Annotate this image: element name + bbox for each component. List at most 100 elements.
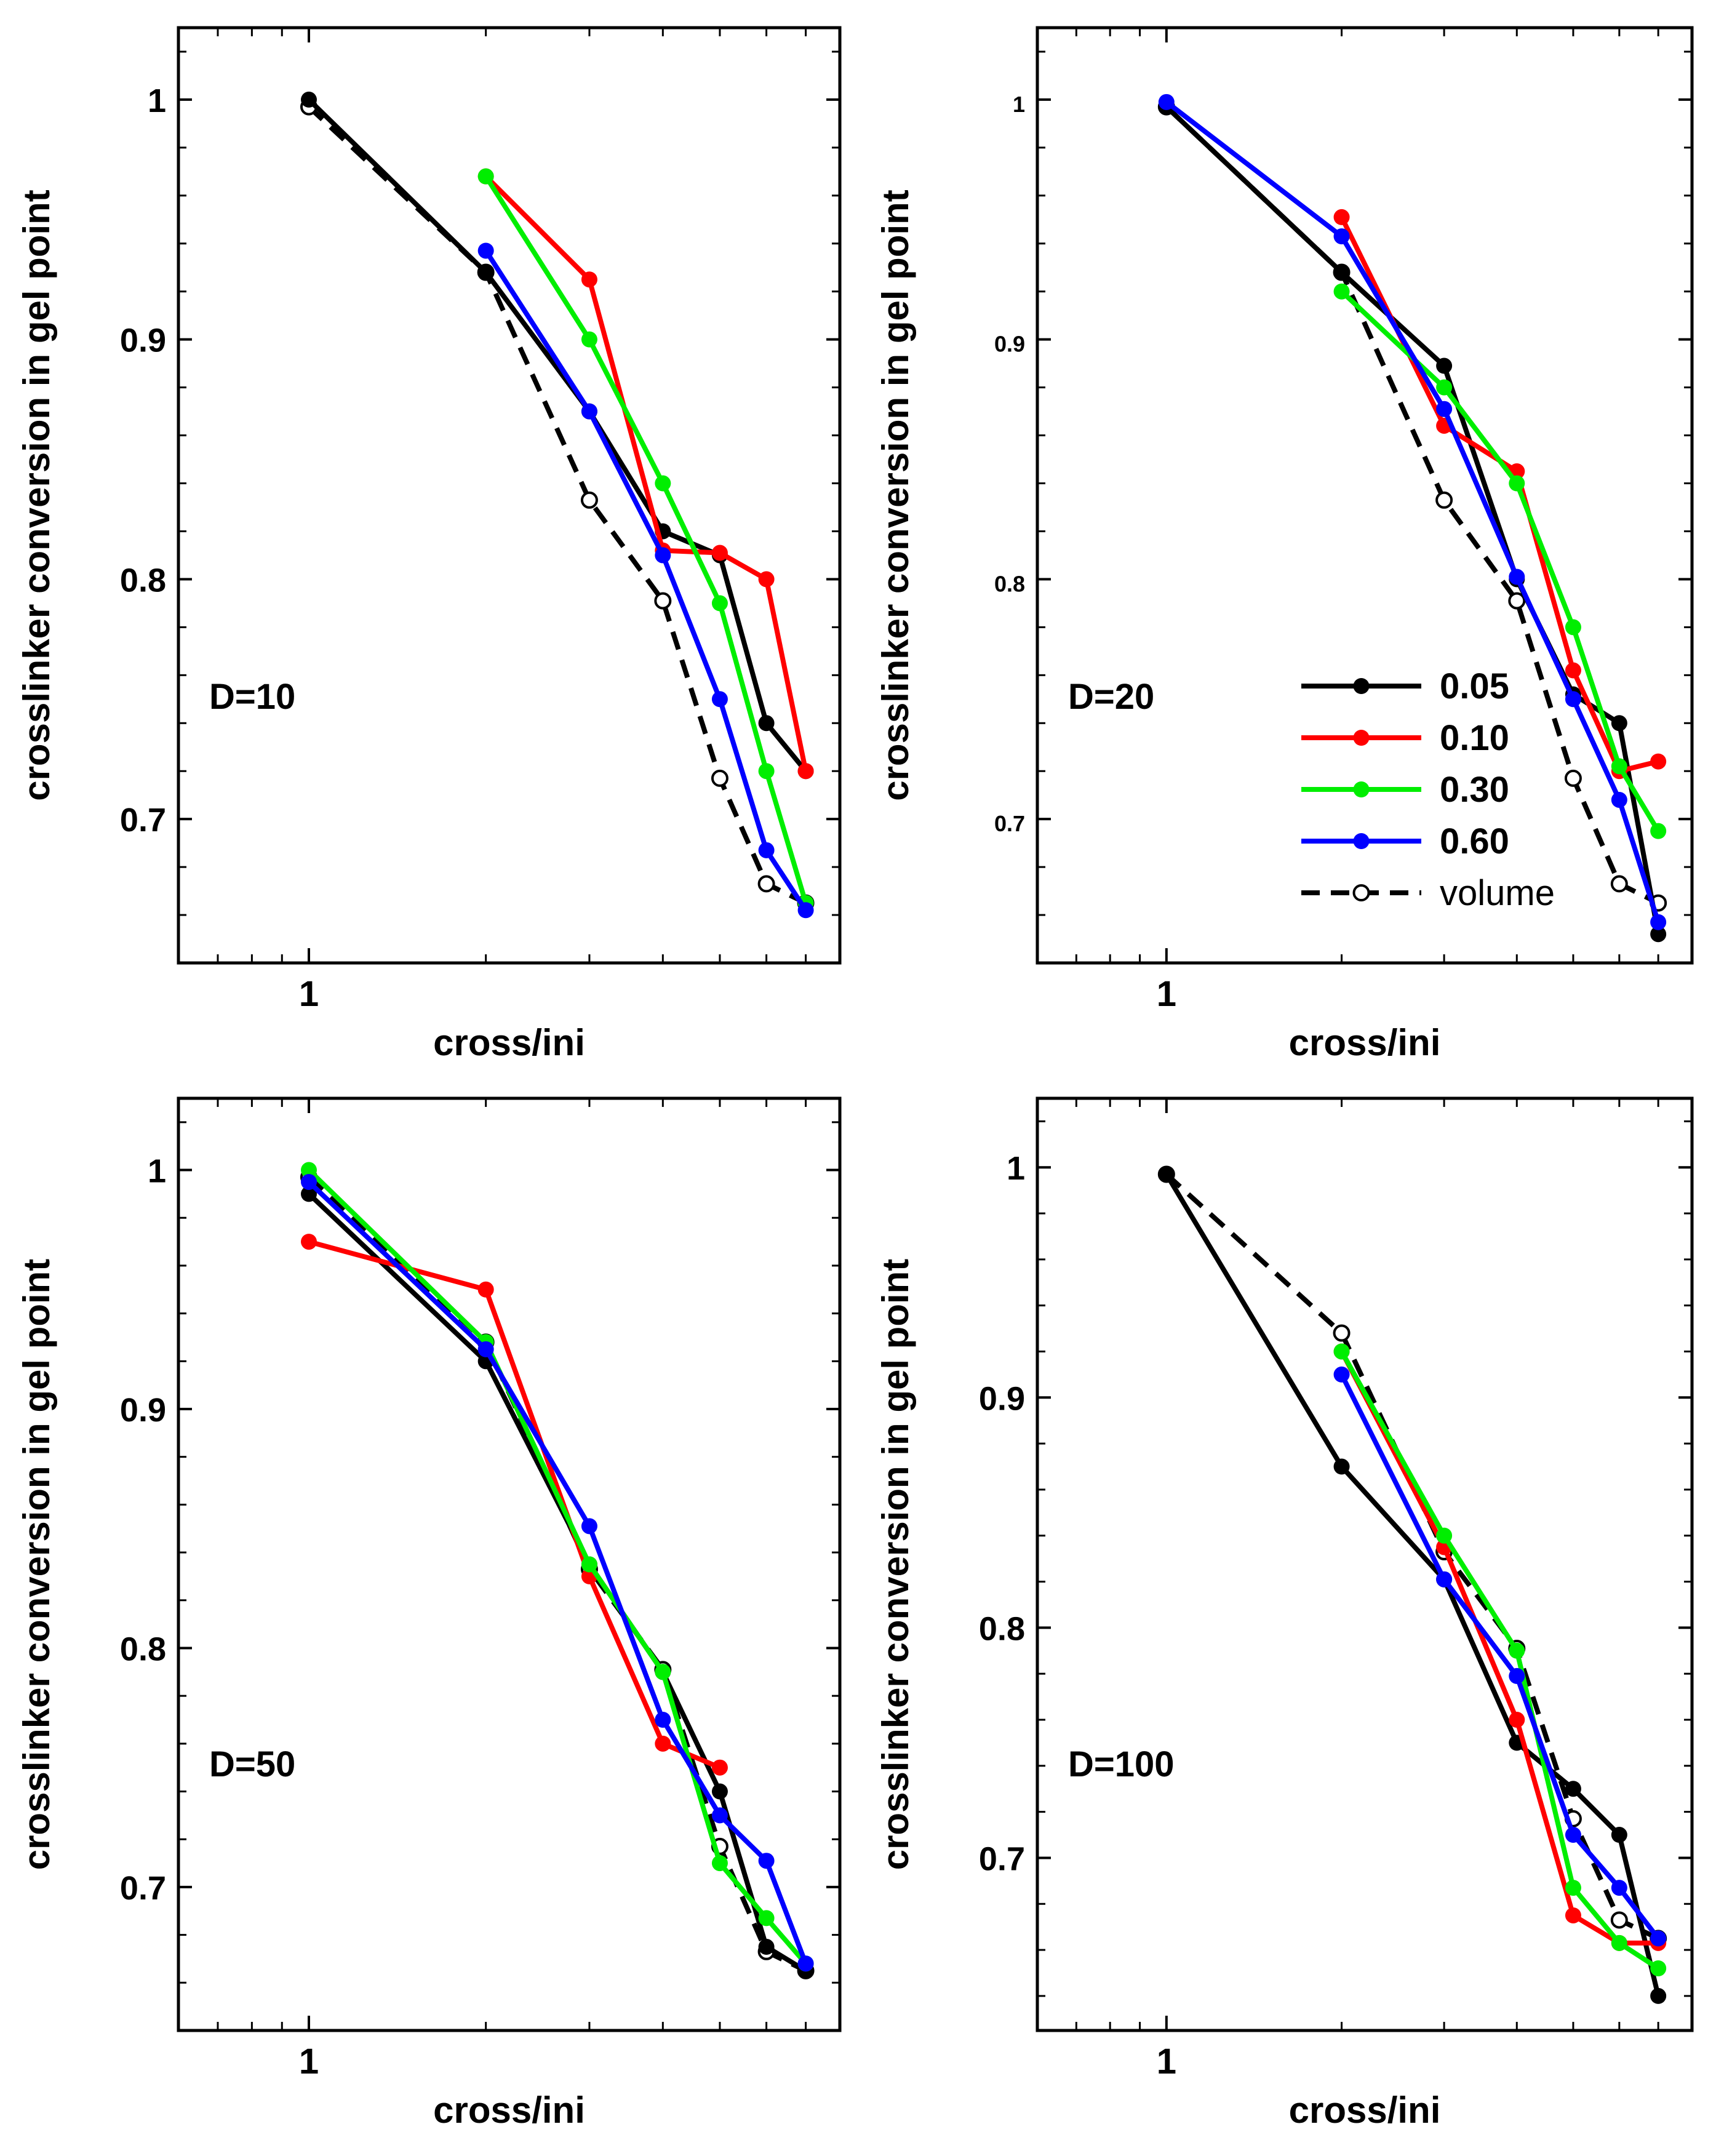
data-point [711, 1783, 728, 1800]
data-point [711, 545, 728, 561]
data-point [1565, 1827, 1581, 1843]
data-point [655, 1735, 671, 1752]
plot-frame [1036, 1096, 1694, 2032]
y-tick-label: 1 [1013, 92, 1025, 117]
series-line [307, 105, 807, 906]
y-tick-label: 0.7 [120, 1870, 166, 1907]
data-point [1333, 1458, 1350, 1475]
data-point [301, 1173, 317, 1190]
data-point [797, 902, 814, 919]
data-point [1565, 1907, 1581, 1923]
data-point [581, 1556, 597, 1573]
data-point [758, 1939, 775, 1955]
series-0.30 [477, 168, 814, 911]
x-axis-ticks [1036, 1098, 1693, 2030]
data-point [757, 875, 775, 893]
panel-3: 0.7 0.8 0.9 1 1 cross/ini crosslinker conversi… [16, 1096, 842, 2131]
series-line [1339, 289, 1661, 832]
series-line [307, 1168, 808, 1965]
x-axis-label: cross/ini [433, 1022, 585, 1063]
data-point [1333, 1324, 1351, 1342]
legend: 0.05 0.10 0.30 0.60 volume [1301, 666, 1555, 913]
data-point [581, 1518, 597, 1535]
data-point [1611, 1934, 1627, 1951]
y-axis-ticks [1037, 50, 1692, 964]
x-axis-ticks [177, 1098, 841, 2030]
series-0.30 [1333, 283, 1667, 839]
y-axis-label: crosslinker conversion in gel point [875, 190, 916, 801]
data-point [1436, 1571, 1453, 1587]
y-tick-label: 1 [148, 82, 166, 119]
x-tick-label: 1 [299, 974, 319, 1014]
data-point [655, 1664, 671, 1680]
data-point [1650, 753, 1667, 770]
series-line [484, 249, 808, 912]
y-axis-ticks [1037, 1120, 1692, 1997]
data-point [1508, 592, 1526, 610]
panel-label: D=50 [209, 1744, 295, 1784]
x-tick-label: 1 [1157, 974, 1176, 1014]
data-point [758, 571, 775, 588]
data-point [758, 1853, 775, 1869]
data-point [655, 1712, 671, 1728]
data-point [1650, 914, 1667, 930]
panel-4: 0.7 0.8 0.9 1 1 cross/ini crosslinker conversi… [875, 1096, 1694, 2131]
series-0.10 [477, 168, 814, 780]
data-point [1650, 926, 1667, 943]
series-volume [300, 1168, 815, 1979]
y-tick-label: 0.7 [120, 802, 166, 839]
x-axis-ticks [177, 28, 841, 963]
series-0.60 [1158, 94, 1667, 930]
data-point [1435, 491, 1453, 509]
data-point [1509, 1667, 1525, 1684]
data-point [301, 91, 317, 108]
data-point [1158, 1166, 1175, 1183]
y-tick-label: 0.7 [979, 1840, 1025, 1877]
series-0.30 [1333, 1343, 1667, 1976]
y-tick-label: 1 [1007, 1150, 1025, 1187]
data-point [1650, 1930, 1667, 1947]
data-point [1565, 1781, 1581, 1797]
data-point [477, 1281, 494, 1298]
x-tick-label: 1 [299, 2042, 319, 2082]
y-tick-label: 0.8 [120, 1631, 166, 1667]
series-0.60 [1333, 1366, 1667, 1947]
data-point [797, 763, 814, 780]
series-line [1164, 1173, 1661, 1997]
legend-label: 0.10 [1440, 718, 1509, 758]
x-axis-label: cross/ini [1289, 2090, 1441, 2131]
data-point [1610, 875, 1628, 893]
y-tick-label: 0.8 [994, 571, 1025, 596]
data-point [797, 1955, 814, 1972]
data-point [1158, 94, 1175, 110]
data-point [1565, 662, 1581, 679]
series-volume [1157, 1165, 1667, 1947]
legend-label: 0.05 [1440, 666, 1509, 706]
y-tick-label: 0.8 [979, 1610, 1025, 1647]
legend-label: volume [1440, 873, 1555, 913]
data-point [711, 1855, 728, 1872]
legend-label: 0.30 [1440, 770, 1509, 810]
data-point [1333, 1343, 1350, 1360]
panel-2: 0.7 0.8 0.9 1 1 cross/ini crosslinker conversi… [875, 26, 1694, 1063]
y-tick-label: 1 [148, 1153, 166, 1190]
data-point [301, 1186, 317, 1202]
data-point [477, 1341, 494, 1357]
series-0.10 [301, 1234, 728, 1776]
data-point [580, 491, 598, 509]
series-line [1339, 1373, 1661, 1940]
x-axis-label: cross/ini [1289, 1022, 1441, 1063]
data-point [711, 595, 728, 612]
data-point [301, 1162, 317, 1178]
data-point [1333, 1366, 1350, 1383]
series-line [308, 1239, 721, 1770]
data-point [1333, 283, 1350, 300]
y-axis-label: crosslinker conversion in gel point [16, 1259, 57, 1871]
data-point [1436, 379, 1453, 396]
series-line [484, 175, 808, 904]
data-point [1611, 791, 1627, 808]
legend-marker [1352, 884, 1370, 901]
data-point [301, 1234, 317, 1250]
y-axis-ticks [178, 1121, 840, 2032]
data-point [1611, 1827, 1627, 1843]
